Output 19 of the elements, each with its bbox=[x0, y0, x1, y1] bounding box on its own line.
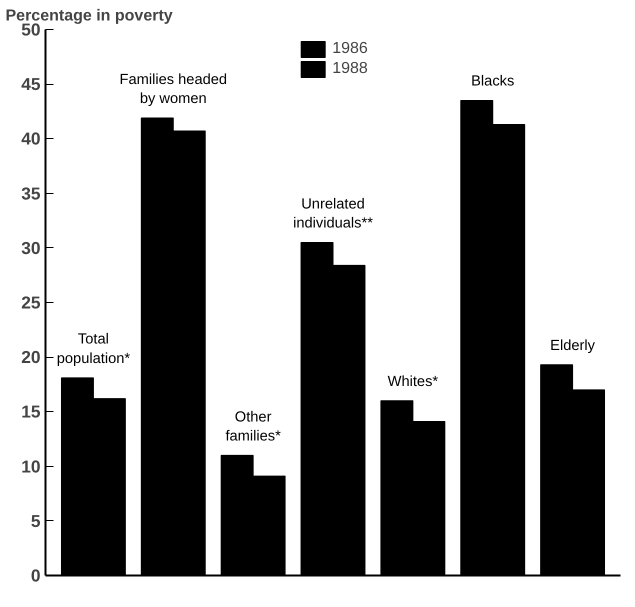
y-tick-label: 40 bbox=[21, 128, 41, 149]
y-tick-label: 30 bbox=[21, 238, 41, 258]
x-tick-label: Total population* bbox=[56, 332, 130, 367]
y-tick-label: 10 bbox=[21, 456, 41, 476]
y-tick-label: 5 bbox=[30, 510, 41, 531]
y-tick-label: 20 bbox=[21, 347, 41, 368]
x-tick-label: Blacks bbox=[471, 74, 514, 90]
y-tick-label: 0 bbox=[30, 566, 41, 586]
y-tick-label: 45 bbox=[21, 74, 41, 94]
y-tick-label: 25 bbox=[21, 292, 41, 312]
x-tick-label: Whites* bbox=[388, 374, 438, 390]
x-tick-label: Other families* bbox=[225, 409, 282, 444]
y-tick-label: 35 bbox=[21, 183, 41, 204]
legend-label: 1988 bbox=[332, 60, 368, 78]
x-tick-label: Elderly bbox=[550, 338, 596, 354]
x-tick-label: Families headed by women bbox=[120, 72, 228, 108]
legend-label: 1986 bbox=[332, 40, 368, 58]
y-tick-label: 15 bbox=[21, 402, 41, 422]
x-tick-label: Unrelated individuals** bbox=[293, 196, 374, 232]
